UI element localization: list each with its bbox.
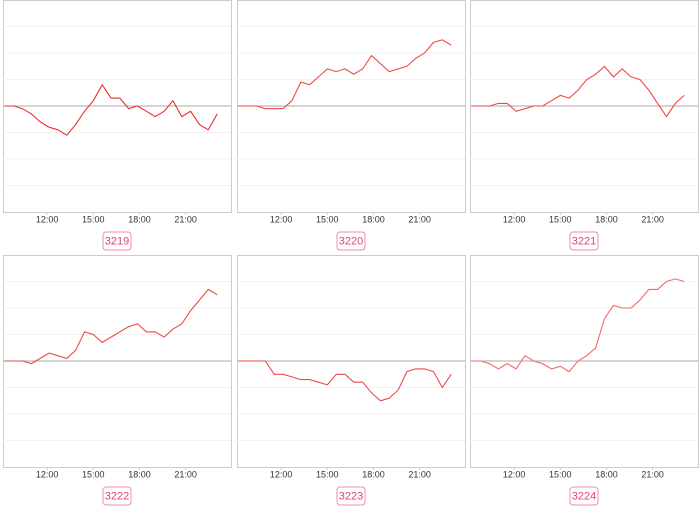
series-line [471,278,685,373]
panel: 12:00 15:00 18:00 21:00 3219 [3,0,232,251]
panel: 12:00 15:00 18:00 21:00 3222 [3,255,232,506]
x-tick-label: 12:00 [270,469,293,479]
series-line [471,65,685,118]
x-tick-label: 15:00 [82,214,105,224]
series-line [238,39,452,110]
x-tick-label: 15:00 [316,214,339,224]
x-tick-label: 12:00 [503,469,526,479]
series-line [4,83,218,136]
x-tick-label: 12:00 [36,469,59,479]
x-tick-label: 12:00 [270,214,293,224]
label-box [569,231,599,251]
x-tick-label: 15:00 [549,214,572,224]
x-tick-label: 21:00 [408,469,431,479]
x-tick-label: 21:00 [408,214,431,224]
x-tick-label: 18:00 [128,214,151,224]
x-tick-label: 18:00 [128,469,151,479]
series-line [4,288,218,365]
panel: 12:00 15:00 18:00 21:00 3223 [237,255,466,506]
x-tick-label: 18:00 [595,469,618,479]
label-box [102,486,132,506]
chart-label: 3223 [339,490,363,502]
chart-label: 3224 [572,490,596,502]
x-tick-label: 21:00 [174,469,197,479]
chart-label: 3221 [572,235,596,247]
label-box [336,486,366,506]
x-tick-label: 15:00 [316,469,339,479]
chart-label: 3222 [105,490,129,502]
x-tick-label: 18:00 [595,214,618,224]
x-tick-label: 21:00 [641,214,664,224]
x-tick-label: 21:00 [174,214,197,224]
chart-label: 3219 [105,235,129,247]
x-tick-label: 12:00 [503,214,526,224]
panel: 12:00 15:00 18:00 21:00 3220 [237,0,466,251]
panel: 12:00 15:00 18:00 21:00 3224 [470,255,699,506]
x-tick-label: 15:00 [82,469,105,479]
x-tick-label: 18:00 [362,214,385,224]
x-tick-label: 18:00 [362,469,385,479]
x-tick-label: 15:00 [549,469,572,479]
label-box [102,231,132,251]
x-tick-label: 12:00 [36,214,59,224]
label-box [569,486,599,506]
panel: 12:00 15:00 18:00 21:00 3221 [470,0,699,251]
label-box [336,231,366,251]
x-tick-label: 21:00 [641,469,664,479]
series-line [238,360,452,402]
chart-label: 3220 [339,235,363,247]
